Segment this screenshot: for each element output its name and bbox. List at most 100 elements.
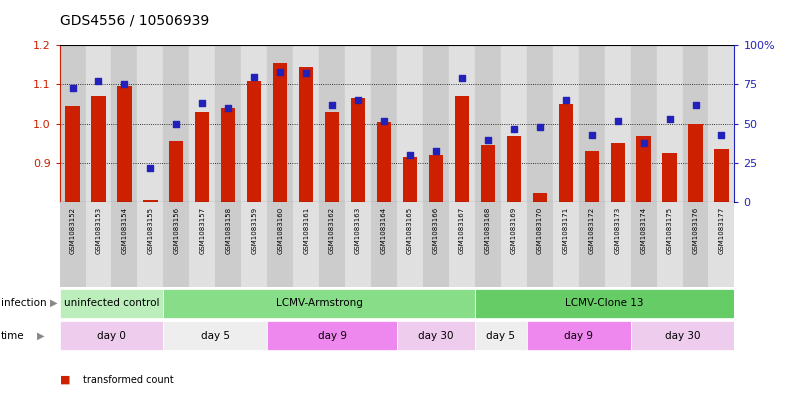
Bar [553,202,579,287]
Text: GSM1083155: GSM1083155 [148,207,153,253]
Bar [475,288,734,318]
Point [585,132,598,138]
Text: GSM1083152: GSM1083152 [70,207,75,253]
Bar [605,45,630,202]
Bar [111,202,137,287]
Bar [195,112,210,202]
Bar [293,202,319,287]
Bar [351,98,365,202]
Bar [86,202,111,287]
Bar [526,202,553,287]
Bar [345,45,371,202]
Bar [657,202,683,287]
Text: day 9: day 9 [565,331,593,341]
Bar [501,202,526,287]
Bar [715,149,729,202]
Point [222,105,235,111]
Text: transformed count: transformed count [83,375,174,385]
Bar [215,202,241,287]
Bar [559,104,572,202]
Bar [630,321,734,351]
Bar [637,136,651,202]
Point [378,118,391,124]
Point [300,70,313,77]
Text: ■: ■ [60,375,70,385]
Text: GSM1083170: GSM1083170 [537,207,543,254]
Text: GSM1083169: GSM1083169 [511,207,517,254]
Bar [688,124,703,202]
Bar [164,321,268,351]
Bar [86,45,111,202]
Text: GSM1083153: GSM1083153 [95,207,102,254]
Bar [507,136,521,202]
Bar [683,202,708,287]
Bar [662,153,676,202]
Text: GSM1083160: GSM1083160 [277,207,283,254]
Bar [60,288,164,318]
Bar [319,202,345,287]
Bar [268,45,293,202]
Bar [189,202,215,287]
Bar [708,202,734,287]
Bar [118,86,132,202]
Bar [65,106,79,202]
Text: GSM1083174: GSM1083174 [641,207,646,254]
Bar [579,202,605,287]
Text: day 0: day 0 [97,331,126,341]
Text: day 30: day 30 [665,331,700,341]
Text: ▶: ▶ [50,298,57,308]
Bar [657,45,683,202]
Bar [449,202,475,287]
Text: GDS4556 / 10506939: GDS4556 / 10506939 [60,13,209,28]
Bar [137,45,164,202]
Point [430,147,442,154]
Text: GSM1083177: GSM1083177 [719,207,724,254]
Text: time: time [1,331,25,341]
Text: GSM1083162: GSM1083162 [329,207,335,254]
Text: day 9: day 9 [318,331,347,341]
Point [638,140,650,146]
Bar [241,202,268,287]
Bar [299,67,314,202]
Point [92,78,105,84]
Text: uninfected control: uninfected control [64,298,160,308]
Bar [403,157,417,202]
Text: GSM1083157: GSM1083157 [199,207,206,254]
Bar [60,202,86,287]
Point [248,73,260,80]
Bar [501,45,526,202]
Point [118,81,131,88]
Bar [423,202,449,287]
Bar [475,321,526,351]
Text: GSM1083158: GSM1083158 [225,207,231,254]
Bar [164,288,475,318]
Text: GSM1083165: GSM1083165 [407,207,413,254]
Text: LCMV-Clone 13: LCMV-Clone 13 [565,298,644,308]
Point [507,125,520,132]
Bar [630,202,657,287]
Point [352,97,364,103]
Point [611,118,624,124]
Bar [164,202,189,287]
Point [663,116,676,122]
Bar [611,143,625,202]
Bar [683,45,708,202]
Bar [475,45,501,202]
Bar [137,202,164,287]
Bar [397,202,423,287]
Point [403,152,416,158]
Bar [60,321,164,351]
Bar [397,321,475,351]
Text: GSM1083159: GSM1083159 [251,207,257,254]
Bar [268,202,293,287]
Bar [526,321,630,351]
Point [689,102,702,108]
Bar [319,45,345,202]
Bar [215,45,241,202]
Text: ▶: ▶ [37,331,44,341]
Text: GSM1083166: GSM1083166 [433,207,439,254]
Bar [455,96,469,202]
Bar [293,45,319,202]
Bar [189,45,215,202]
Bar [371,45,397,202]
